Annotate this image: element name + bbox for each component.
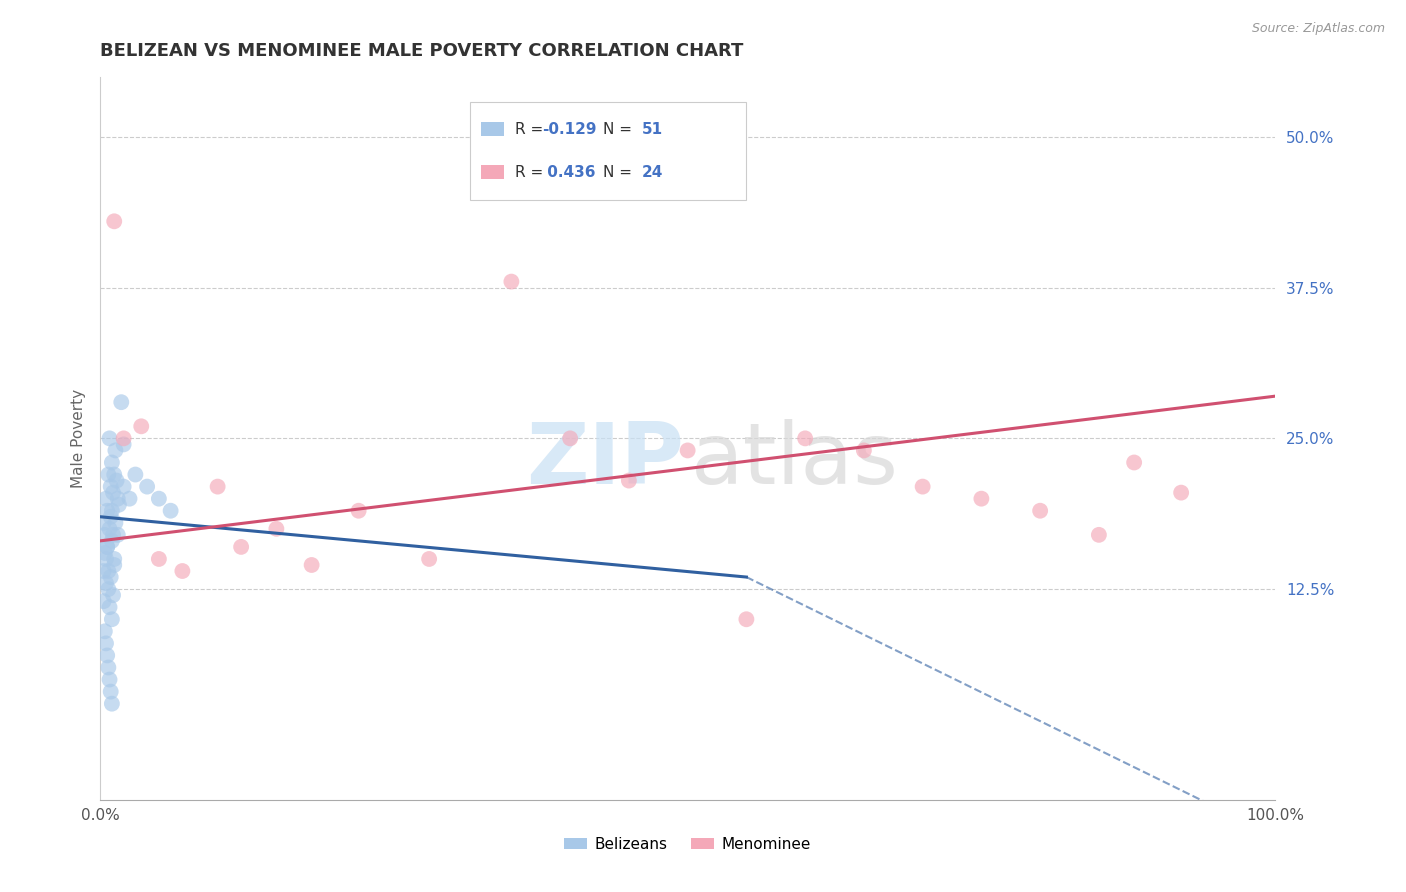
- Point: [101, 455, 124, 469]
- Point: [107, 491, 129, 506]
- Point: [112, 431, 135, 445]
- Point: [124, 467, 146, 482]
- Point: [94, 546, 117, 560]
- Point: [94, 636, 117, 650]
- Point: [96, 504, 118, 518]
- Text: BELIZEAN VS MENOMINEE MALE POVERTY CORRELATION CHART: BELIZEAN VS MENOMINEE MALE POVERTY CORRE…: [100, 42, 744, 60]
- Text: 24: 24: [643, 165, 664, 180]
- Point: [148, 491, 170, 506]
- Point: [108, 498, 131, 512]
- Point: [501, 275, 523, 289]
- Text: Source: ZipAtlas.com: Source: ZipAtlas.com: [1251, 22, 1385, 36]
- Point: [301, 558, 323, 572]
- Point: [94, 624, 117, 639]
- Point: [101, 697, 124, 711]
- Point: [231, 540, 253, 554]
- Point: [97, 660, 120, 674]
- Text: ZIP: ZIP: [526, 418, 685, 501]
- Point: [112, 437, 135, 451]
- Point: [94, 491, 117, 506]
- Point: [101, 504, 124, 518]
- Point: [94, 576, 117, 591]
- Text: R =: R =: [515, 165, 548, 180]
- Point: [97, 564, 120, 578]
- Text: -0.129: -0.129: [543, 122, 598, 136]
- Text: 51: 51: [643, 122, 664, 136]
- Point: [1088, 528, 1111, 542]
- Point: [101, 533, 124, 548]
- Text: atlas: atlas: [692, 418, 900, 501]
- Point: [172, 564, 194, 578]
- Point: [98, 522, 121, 536]
- Text: N =: N =: [603, 122, 637, 136]
- Legend: Belizeans, Menominee: Belizeans, Menominee: [558, 830, 817, 857]
- Point: [94, 552, 117, 566]
- Point: [101, 612, 124, 626]
- Point: [560, 431, 582, 445]
- Point: [207, 480, 229, 494]
- Y-axis label: Male Poverty: Male Poverty: [72, 389, 86, 488]
- Point: [100, 684, 122, 698]
- Point: [103, 214, 125, 228]
- Point: [103, 552, 125, 566]
- Point: [93, 564, 115, 578]
- Point: [148, 552, 170, 566]
- Point: [107, 528, 129, 542]
- Text: 0.436: 0.436: [543, 165, 596, 180]
- Point: [104, 443, 127, 458]
- Point: [96, 540, 118, 554]
- Point: [1170, 485, 1192, 500]
- Point: [98, 431, 121, 445]
- Text: N =: N =: [603, 165, 637, 180]
- Point: [93, 594, 115, 608]
- Point: [103, 558, 125, 572]
- Point: [266, 522, 288, 536]
- Point: [97, 467, 120, 482]
- Point: [118, 491, 141, 506]
- Point: [159, 504, 181, 518]
- Text: R =: R =: [515, 122, 548, 136]
- Point: [1123, 455, 1146, 469]
- Point: [676, 443, 699, 458]
- Point: [617, 474, 640, 488]
- Point: [105, 474, 128, 488]
- Point: [100, 509, 122, 524]
- Point: [735, 612, 758, 626]
- Point: [100, 480, 122, 494]
- Point: [98, 600, 121, 615]
- Point: [100, 570, 122, 584]
- Point: [794, 431, 817, 445]
- Point: [96, 540, 118, 554]
- Point: [852, 443, 875, 458]
- Point: [101, 588, 124, 602]
- Point: [101, 528, 124, 542]
- Point: [96, 648, 118, 663]
- Point: [347, 504, 370, 518]
- Point: [418, 552, 440, 566]
- Point: [136, 480, 159, 494]
- Point: [1029, 504, 1052, 518]
- Point: [112, 480, 135, 494]
- Point: [970, 491, 993, 506]
- Point: [98, 673, 121, 687]
- Point: [101, 485, 124, 500]
- Point: [911, 480, 934, 494]
- Point: [94, 528, 117, 542]
- Point: [93, 516, 115, 530]
- Point: [104, 516, 127, 530]
- Point: [103, 467, 125, 482]
- Point: [129, 419, 152, 434]
- Point: [110, 395, 132, 409]
- Point: [97, 582, 120, 596]
